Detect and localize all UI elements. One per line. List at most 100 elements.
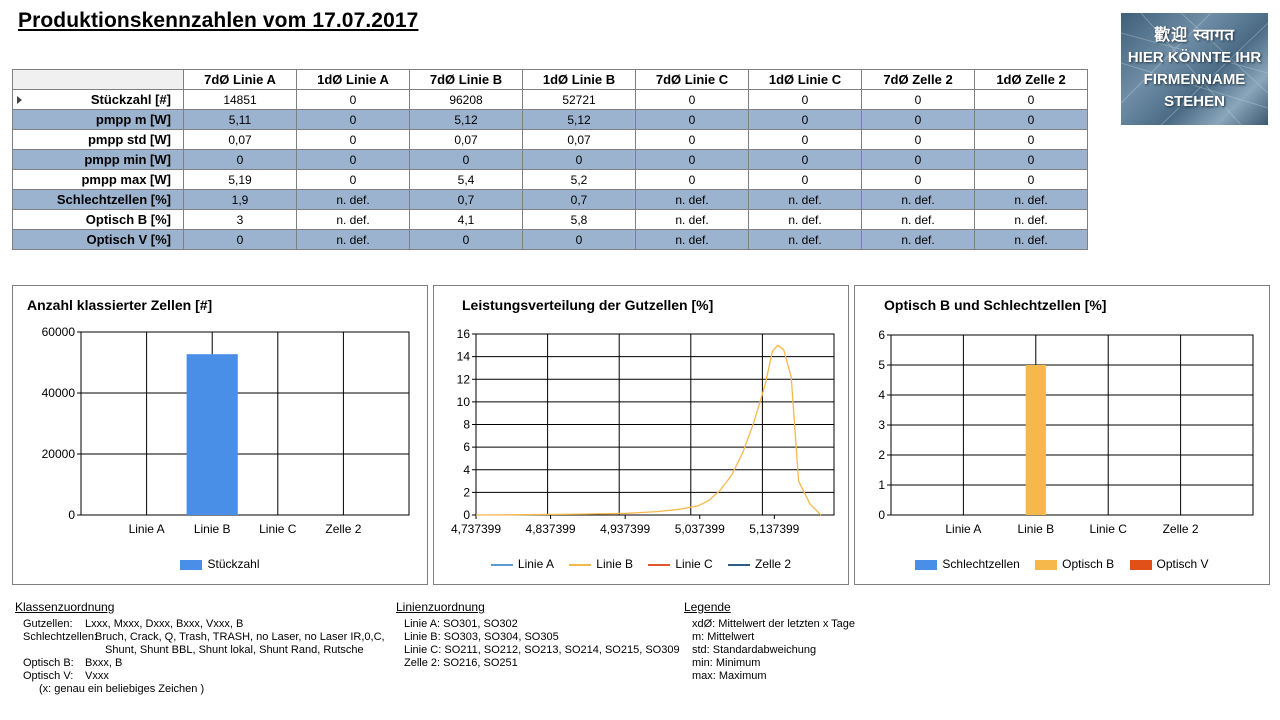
table-cell[interactable]: 4,1 (409, 209, 523, 230)
table-cell[interactable]: n. def. (861, 189, 975, 210)
table-row[interactable]: pmpp m [W] 5,11 0 5,12 5,12 0 0 0 0 (12, 109, 1088, 130)
table-cell[interactable]: 3 (183, 209, 297, 230)
row-header[interactable]: pmpp min [W] (12, 149, 184, 170)
table-cell[interactable]: 0 (522, 149, 636, 170)
table-cell[interactable]: 0 (635, 149, 749, 170)
table-cell[interactable]: 0 (748, 109, 862, 130)
table-cell[interactable]: 0 (974, 129, 1088, 150)
column-header[interactable]: 1dØ Linie C (748, 69, 862, 90)
table-cell[interactable]: n. def. (974, 229, 1088, 250)
table-cell[interactable]: 0 (974, 89, 1088, 110)
table-cell[interactable]: 0 (409, 149, 523, 170)
table-cell[interactable]: 0 (974, 169, 1088, 190)
table-cell[interactable]: n. def. (635, 209, 749, 230)
footer-value: Bruch, Crack, Q, Trash, TRASH, no Laser,… (95, 631, 385, 643)
table-cell[interactable]: 5,8 (522, 209, 636, 230)
y-tick-label: 4 (878, 388, 885, 402)
table-cell[interactable]: n. def. (748, 189, 862, 210)
footer-row: Linie C: SO211, SO212, SO213, SO214, SO2… (404, 644, 680, 656)
y-tick-label: 4 (463, 463, 470, 477)
legend-label: Schlechtzellen (942, 556, 1020, 571)
table-cell[interactable]: n. def. (635, 229, 749, 250)
table-cell[interactable]: 0 (748, 149, 862, 170)
table-cell[interactable]: 0 (183, 229, 297, 250)
table-cell[interactable]: 0 (861, 89, 975, 110)
chart-title: Optisch B und Schlechtzellen [%] (884, 297, 1107, 313)
footer-row: Shunt, Shunt BBL, Shunt lokal, Shunt Ran… (23, 644, 385, 657)
row-header[interactable]: Optisch B [%] (12, 209, 184, 230)
table-cell[interactable]: 0 (861, 149, 975, 170)
chart-panel-leistung: Leistungsverteilung der Gutzellen [%] 0 2… (433, 285, 849, 585)
row-header[interactable]: pmpp std [W] (12, 129, 184, 150)
y-tick-label: 6 (463, 440, 470, 454)
table-cell[interactable]: n. def. (861, 229, 975, 250)
row-header[interactable]: Optisch V [%] (12, 229, 184, 250)
table-row[interactable]: pmpp std [W] 0,07 0 0,07 0,07 0 0 0 0 (12, 129, 1088, 150)
table-cell[interactable]: n. def. (748, 209, 862, 230)
table-cell[interactable]: 0 (635, 129, 749, 150)
row-header[interactable]: pmpp m [W] (12, 109, 184, 130)
table-cell[interactable]: 0 (861, 129, 975, 150)
column-header[interactable]: 1dØ Zelle 2 (974, 69, 1088, 90)
table-row[interactable]: Optisch V [%] 0 n. def. 0 0 n. def. n. def. n. … (12, 229, 1088, 250)
row-header[interactable]: Schlechtzellen [%] (12, 189, 184, 210)
table-cell[interactable]: 5,2 (522, 169, 636, 190)
table-cell[interactable]: 5,19 (183, 169, 297, 190)
table-cell[interactable]: 14851 (183, 89, 297, 110)
row-header[interactable]: pmpp max [W] (12, 169, 184, 190)
column-header[interactable]: 1dØ Linie A (296, 69, 410, 90)
column-header[interactable]: 7dØ Linie C (635, 69, 749, 90)
table-cell[interactable]: 0 (635, 169, 749, 190)
table-cell[interactable]: 0,07 (183, 129, 297, 150)
table-cell[interactable]: 0 (635, 109, 749, 130)
table-cell[interactable]: 0 (296, 89, 410, 110)
column-header[interactable]: 7dØ Zelle 2 (861, 69, 975, 90)
table-cell[interactable]: 0 (183, 149, 297, 170)
table-cell[interactable]: 0 (409, 229, 523, 250)
line-chart-leistung: 0 2 4 6 8 10 12 14 16 4,737399 4,837399 4,937399 5,0… (451, 327, 835, 536)
table-cell[interactable]: 5,12 (409, 109, 523, 130)
table-row[interactable]: pmpp max [W] 5,19 0 5,4 5,2 0 0 0 0 (12, 169, 1088, 190)
table-cell[interactable]: 0 (974, 109, 1088, 130)
table-cell[interactable]: 0 (748, 89, 862, 110)
table-cell[interactable]: 0 (861, 109, 975, 130)
table-cell[interactable]: 0 (861, 169, 975, 190)
table-cell[interactable]: 0 (296, 169, 410, 190)
table-cell[interactable]: 5,12 (522, 109, 636, 130)
column-header[interactable]: 7dØ Linie A (183, 69, 297, 90)
table-cell[interactable]: 0 (635, 89, 749, 110)
table-cell[interactable]: 5,11 (183, 109, 297, 130)
table-cell[interactable]: 0 (748, 169, 862, 190)
row-header[interactable]: Stückzahl [#] (12, 89, 184, 110)
table-cell[interactable]: n. def. (861, 209, 975, 230)
table-cell[interactable]: 0,7 (409, 189, 523, 210)
table-cell[interactable]: 0 (296, 149, 410, 170)
table-row[interactable]: Schlechtzellen [%] 1,9 n. def. 0,7 0,7 n. def… (12, 189, 1088, 210)
table-cell[interactable]: n. def. (974, 189, 1088, 210)
column-header[interactable]: 7dØ Linie B (409, 69, 523, 90)
table-cell[interactable]: 0,07 (522, 129, 636, 150)
column-header[interactable]: 1dØ Linie B (522, 69, 636, 90)
table-cell[interactable]: n. def. (635, 189, 749, 210)
table-cell[interactable]: 1,9 (183, 189, 297, 210)
table-cell[interactable]: 0 (296, 129, 410, 150)
table-cell[interactable]: 0 (522, 229, 636, 250)
table-cell[interactable]: 52721 (522, 89, 636, 110)
table-cell[interactable]: n. def. (296, 209, 410, 230)
table-cell[interactable]: 5,4 (409, 169, 523, 190)
table-cell[interactable]: n. def. (296, 229, 410, 250)
table-cell[interactable]: 0,7 (522, 189, 636, 210)
table-row[interactable]: Optisch B [%] 3 n. def. 4,1 5,8 n. def. n. def… (12, 209, 1088, 230)
table-cell[interactable]: 0 (748, 129, 862, 150)
table-row[interactable]: Stückzahl [#] 14851 0 96208 52721 0 0 0 0 (12, 89, 1088, 110)
footer-row: Linie A: SO301, SO302 (404, 618, 518, 630)
table-cell[interactable]: n. def. (974, 209, 1088, 230)
logo-line-4: STEHEN (1164, 93, 1225, 110)
table-cell[interactable]: 0,07 (409, 129, 523, 150)
table-cell[interactable]: n. def. (296, 189, 410, 210)
table-row[interactable]: pmpp min [W] 0 0 0 0 0 0 0 0 (12, 149, 1088, 170)
table-cell[interactable]: 96208 (409, 89, 523, 110)
table-cell[interactable]: n. def. (748, 229, 862, 250)
table-cell[interactable]: 0 (974, 149, 1088, 170)
table-cell[interactable]: 0 (296, 109, 410, 130)
